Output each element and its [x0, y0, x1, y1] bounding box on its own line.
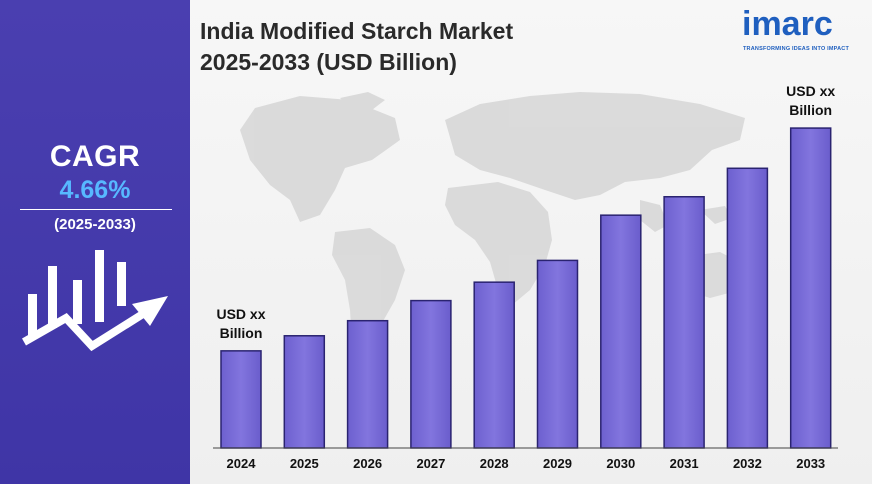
bar-2026 — [346, 319, 389, 449]
imarc-logo: imarc TRANSFORMING IDEAS INTO IMPACT — [738, 5, 866, 56]
cagr-value: 4.66% — [59, 176, 131, 204]
cagr-divider — [20, 209, 172, 210]
title-line-1: India Modified Starch Market — [200, 18, 514, 44]
title-line-2: 2025-2033 (USD Billion) — [200, 49, 457, 75]
year-label-2024: 2024 — [227, 456, 257, 471]
year-label-2027: 2027 — [416, 456, 445, 471]
bar-2033 — [789, 127, 832, 449]
year-label-2031: 2031 — [670, 456, 699, 471]
year-label-2028: 2028 — [480, 456, 509, 471]
page-title: India Modified Starch Market 2025-2033 (… — [200, 16, 620, 78]
year-label-2032: 2032 — [733, 456, 762, 471]
year-label-2029: 2029 — [543, 456, 572, 471]
cagr-panel: CAGR 4.66% (2025-2033) — [0, 0, 190, 484]
last-bar-label: USD xx Billion — [786, 83, 836, 119]
year-label-2030: 2030 — [606, 456, 635, 471]
world-map-background — [240, 92, 745, 352]
year-label-2025: 2025 — [290, 456, 319, 471]
bar-2031 — [663, 196, 705, 449]
year-labels: 2024 2025 2026 2027 2028 2029 2030 2031 2032 2033 — [227, 456, 826, 471]
bar-2028 — [473, 281, 515, 449]
year-label-2033: 2033 — [796, 456, 825, 471]
growth-chart-arrow-icon — [22, 250, 168, 352]
bars-group — [220, 127, 832, 449]
logo-word: imarc — [742, 5, 833, 43]
bar-2027 — [410, 299, 452, 449]
bar-2032 — [726, 167, 769, 449]
first-bar-label: USD xx Billion — [216, 305, 266, 341]
bar-2024 — [220, 350, 262, 449]
cagr-label: CAGR — [49, 140, 141, 173]
bar-2029 — [536, 259, 579, 449]
cagr-period: (2025-2033) — [54, 216, 136, 233]
logo-tagline: TRANSFORMING IDEAS INTO IMPACT — [743, 46, 850, 52]
bar-2030 — [600, 214, 642, 449]
year-label-2026: 2026 — [353, 456, 382, 471]
bar-2025 — [283, 335, 326, 449]
